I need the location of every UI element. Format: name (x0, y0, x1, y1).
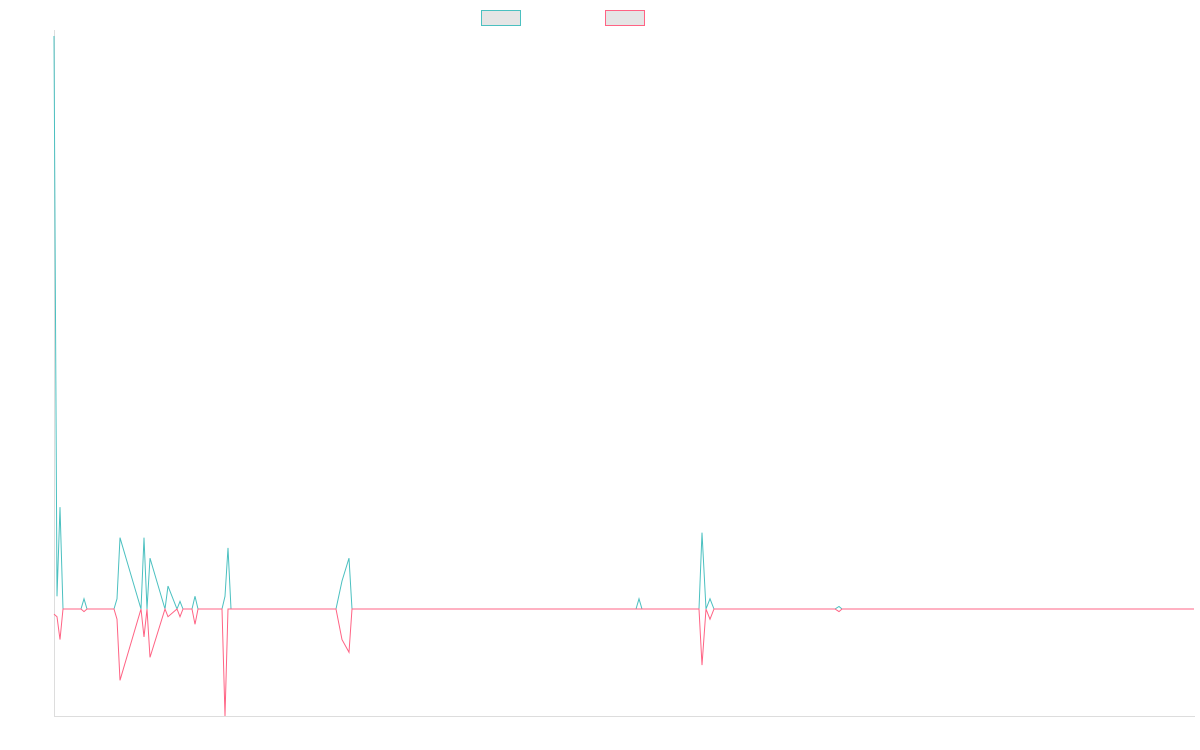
series-layer (53, 35, 1194, 717)
legend-swatch-2[interactable] (605, 10, 645, 26)
legend (481, 10, 645, 26)
series-line-1 (53, 35, 1194, 611)
series-line-2 (53, 607, 1194, 717)
legend-swatch-1[interactable] (481, 10, 521, 26)
